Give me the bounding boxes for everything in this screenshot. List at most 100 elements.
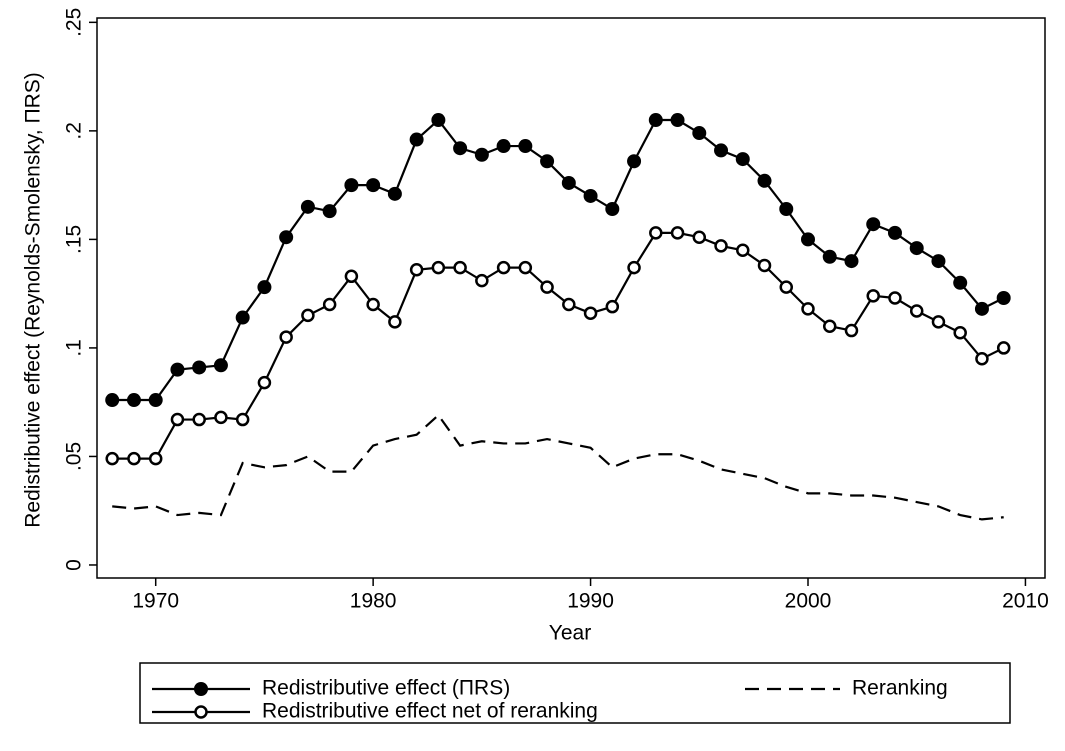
marker [126, 393, 141, 408]
marker [148, 393, 163, 408]
series-line [112, 231, 1005, 460]
marker [692, 126, 707, 141]
marker [214, 410, 228, 425]
marker [670, 113, 685, 128]
series-line [112, 413, 1004, 521]
legend-label: Redistributive effect net of reranking [262, 700, 598, 723]
marker [431, 260, 446, 275]
marker [975, 352, 989, 366]
marker [736, 243, 750, 257]
marker [887, 225, 902, 240]
marker [714, 239, 728, 253]
marker [953, 275, 968, 290]
marker [540, 154, 555, 169]
marker [605, 299, 620, 314]
marker [909, 241, 924, 256]
x-axis-label: Year [549, 622, 591, 645]
marker [866, 217, 881, 232]
legend-label: Redistributive effect (ΠRS) [262, 677, 510, 700]
marker [344, 269, 359, 284]
y-tick-label: .1 [63, 339, 86, 357]
marker [822, 249, 837, 264]
marker [562, 297, 576, 312]
marker [127, 451, 141, 466]
marker [366, 178, 381, 193]
marker [301, 308, 315, 323]
x-tick-label: 1990 [567, 590, 614, 613]
x-tick-label: 1980 [350, 590, 397, 613]
marker [300, 199, 315, 214]
x-tick-label: 2000 [785, 590, 832, 613]
marker [496, 260, 511, 275]
marker [474, 147, 489, 162]
marker [953, 325, 967, 340]
marker [931, 254, 946, 269]
y-tick-label: .25 [63, 8, 86, 37]
legend-marker [194, 705, 208, 719]
plot-frame [96, 17, 1046, 579]
marker [192, 360, 207, 375]
marker [322, 204, 337, 219]
marker [779, 202, 794, 217]
marker [279, 230, 294, 245]
marker [931, 315, 946, 329]
marker [170, 362, 185, 377]
series-line [112, 118, 1005, 402]
marker [909, 304, 924, 318]
marker [148, 451, 163, 466]
legend-box [139, 662, 1011, 724]
x-tick-label: 2010 [1002, 590, 1049, 613]
marker [974, 301, 989, 316]
marker [409, 132, 424, 147]
marker [735, 152, 750, 167]
marker [453, 141, 468, 156]
marker [518, 260, 533, 275]
marker [170, 412, 185, 427]
marker [518, 139, 533, 154]
marker [409, 263, 424, 277]
marker [801, 232, 815, 247]
y-tick-label: .2 [63, 122, 86, 140]
marker [627, 260, 641, 275]
marker [561, 175, 576, 190]
x-tick-label: 1970 [132, 590, 179, 613]
marker [496, 139, 511, 154]
legend-marker [194, 682, 208, 696]
marker [670, 226, 685, 240]
marker [757, 258, 772, 273]
marker [540, 280, 554, 294]
marker [866, 289, 880, 303]
marker [235, 310, 250, 325]
marker [322, 297, 337, 312]
marker [627, 154, 642, 169]
marker [888, 291, 902, 305]
marker [996, 291, 1011, 305]
marker [257, 280, 272, 295]
marker [192, 412, 206, 427]
marker [388, 315, 402, 329]
legend-label: Reranking [852, 677, 948, 700]
marker [844, 254, 859, 269]
marker [844, 323, 859, 338]
y-tick-label: .15 [63, 225, 86, 254]
marker [822, 319, 837, 333]
marker [605, 202, 620, 217]
marker [279, 330, 293, 344]
marker [431, 113, 446, 128]
marker [105, 451, 119, 466]
marker [235, 412, 250, 427]
marker [757, 173, 772, 188]
marker [583, 306, 598, 320]
marker [649, 226, 663, 240]
marker [213, 358, 228, 373]
marker [475, 273, 489, 288]
marker [779, 280, 794, 294]
marker [344, 178, 359, 193]
marker [692, 230, 707, 244]
marker [257, 375, 272, 390]
marker [583, 188, 598, 203]
marker [801, 302, 815, 316]
marker [714, 143, 729, 158]
y-axis-label: Redistributive effect (Reynolds-Smolensk… [22, 72, 45, 528]
